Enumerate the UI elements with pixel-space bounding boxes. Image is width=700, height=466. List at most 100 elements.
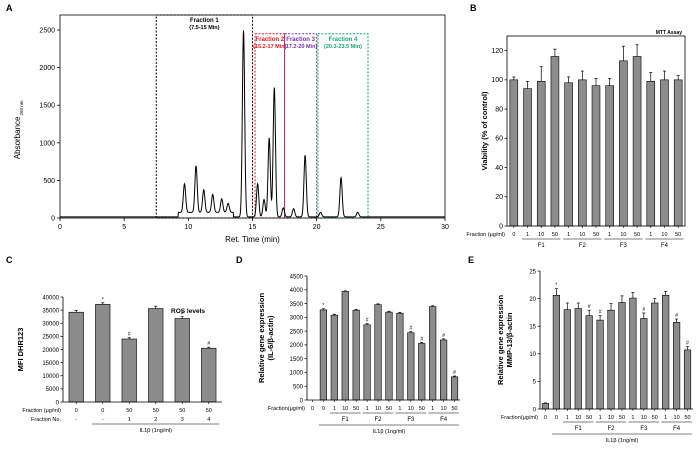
- bar: [632, 56, 642, 227]
- bar: [363, 324, 371, 401]
- y-tick-label: 2500: [290, 329, 304, 335]
- bar: [385, 311, 393, 401]
- category-label: 10: [641, 415, 647, 421]
- y-axis-label-group: MFI DHR123: [16, 328, 25, 372]
- treatment-label: IL1β (1ng/ml): [606, 438, 639, 444]
- category-label-2: 1: [128, 417, 131, 423]
- category-label: 10: [575, 415, 581, 421]
- category-label-2: 2: [154, 417, 157, 423]
- y-tick-label: 5: [533, 380, 537, 386]
- y-tick-label: 30000: [42, 322, 59, 328]
- bar: [201, 347, 217, 403]
- significance-mark: #: [181, 311, 184, 317]
- bar: [341, 291, 349, 401]
- category-label: 50: [593, 232, 599, 238]
- y-axis-label-line1: Relative gene expression: [496, 295, 505, 385]
- y-axis-label-sub: 260 nm: [19, 100, 24, 115]
- category-label: 50: [652, 415, 658, 421]
- y-tick-label: 10: [529, 352, 536, 358]
- fraction-box-4: [317, 33, 369, 219]
- category-label: 1: [649, 232, 652, 238]
- y-tick-label: 40: [495, 165, 503, 172]
- bar: [174, 318, 190, 403]
- fraction-range-2: (15.2-17 Min): [253, 44, 286, 50]
- category-label: 0: [322, 406, 325, 412]
- y-tick-label: 500: [293, 385, 304, 391]
- bar: [95, 304, 111, 403]
- bar: [68, 311, 84, 403]
- significance-mark: #: [642, 307, 645, 313]
- treatment-label: IL1β (1ng/ml): [373, 429, 406, 435]
- y-tick-label: 2000: [39, 65, 55, 72]
- y-tick-label: 35000: [42, 308, 59, 314]
- category-label: 50: [586, 415, 592, 421]
- category-label-2: 3: [181, 417, 184, 423]
- bar: [640, 318, 648, 410]
- bar: [440, 339, 448, 401]
- row-label: Fraction (μg/ml): [22, 408, 61, 414]
- y-tick-label: 2000: [290, 343, 304, 349]
- category-label: 50: [353, 406, 359, 412]
- panel-letter-c: C: [6, 255, 13, 265]
- panel-c: *###050001000015000200002500030000350004…: [16, 295, 222, 434]
- x-tick-label: 30: [441, 224, 449, 231]
- bar: [564, 82, 573, 227]
- y-tick-label: 2500: [39, 28, 55, 35]
- bar: [536, 81, 546, 227]
- category-label: 50: [386, 406, 392, 412]
- category-label: 10: [375, 406, 381, 412]
- category-label-2: -: [102, 417, 104, 423]
- panel-letter-b: B: [470, 3, 477, 13]
- bar: [563, 309, 571, 410]
- group-label: F4: [673, 426, 681, 432]
- group-label: F3: [620, 243, 628, 249]
- significance-mark: #: [366, 318, 369, 324]
- y-tick-label: 500: [43, 178, 55, 185]
- category-label: 1: [566, 415, 569, 421]
- category-label: 10: [342, 406, 348, 412]
- category-label: 10: [579, 232, 585, 238]
- bar: [509, 79, 519, 227]
- category-label: 50: [552, 232, 558, 238]
- y-tick-label: 60: [495, 136, 503, 143]
- bar: [352, 309, 360, 401]
- y-tick-label: 25000: [42, 335, 59, 341]
- category-label: 50: [419, 406, 425, 412]
- y-axis-label-line1: Relative gene expression: [257, 293, 266, 383]
- category-label: 1: [608, 232, 611, 238]
- category-label: 1: [664, 415, 667, 421]
- bar: [121, 338, 137, 403]
- row-label: Fraction No.: [31, 417, 61, 423]
- category-label: 1: [366, 406, 369, 412]
- y-tick-label: 120: [491, 48, 503, 55]
- bar: [673, 79, 683, 227]
- bar: [319, 309, 327, 401]
- row-label: Fraction(μg/ml): [268, 406, 305, 412]
- row-label: Fraction (μg/ml): [466, 232, 505, 238]
- category-label: 50: [126, 408, 132, 414]
- category-label: 10: [538, 232, 544, 238]
- significance-mark: *: [102, 297, 104, 303]
- category-label: 0: [75, 408, 78, 414]
- group-label: F2: [375, 417, 383, 423]
- group-label: F4: [440, 417, 448, 423]
- row-label: Fraction(μg/ml): [501, 415, 538, 421]
- category-label: 50: [179, 408, 185, 414]
- y-tick-label: 1000: [290, 371, 304, 377]
- category-label: 10: [674, 415, 680, 421]
- category-label: 1: [398, 406, 401, 412]
- category-label: 1: [631, 415, 634, 421]
- y-tick-label: 0: [499, 223, 503, 230]
- bar: [523, 88, 532, 227]
- significance-mark: #: [675, 313, 678, 319]
- y-axis-label-group: Relative gene expression (IL-6/β-actin)R…: [257, 293, 275, 383]
- y-axis-label-line2: (IL-6/β-actin): [266, 315, 275, 360]
- chromatogram-line: [60, 30, 445, 218]
- y-axis-label: MFI DHR123: [16, 328, 25, 372]
- bar: [574, 308, 582, 410]
- bar: [148, 308, 164, 403]
- x-tick-label: 5: [122, 224, 126, 231]
- group-label: F1: [342, 417, 350, 423]
- bar: [596, 319, 604, 410]
